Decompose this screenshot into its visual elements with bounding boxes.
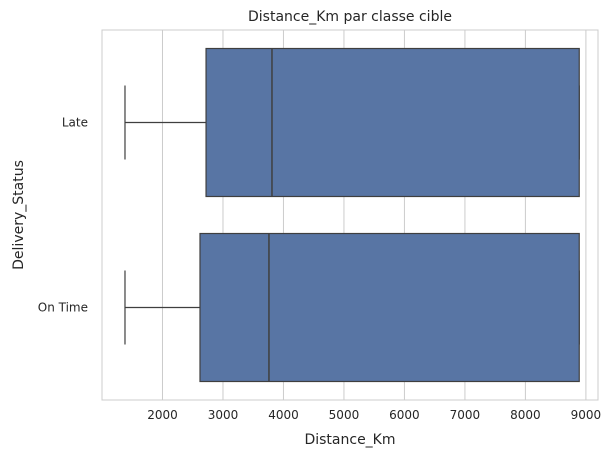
- x-tick-label: 3000: [208, 408, 239, 422]
- x-tick-label: 9000: [571, 408, 602, 422]
- x-tick-label: 4000: [268, 408, 299, 422]
- x-tick-label: 5000: [329, 408, 360, 422]
- x-tick-label: 6000: [389, 408, 420, 422]
- chart-title: Distance_Km par classe cible: [248, 9, 452, 25]
- plot-frame: [101, 29, 599, 401]
- y-axis-ticks: Late On Time: [38, 116, 88, 315]
- x-axis-ticks: 2000 3000 4000 5000 6000 7000 8000 9000: [147, 408, 601, 422]
- y-tick-label: On Time: [38, 301, 88, 315]
- x-tick-label: 7000: [450, 408, 481, 422]
- x-axis-label: Distance_Km: [304, 432, 395, 448]
- box-group-on-time: [124, 232, 580, 383]
- y-tick-label: Late: [62, 116, 88, 130]
- x-tick-label: 2000: [147, 408, 178, 422]
- box-series: [124, 47, 580, 383]
- box-iqr: [199, 232, 580, 383]
- x-tick-label: 8000: [510, 408, 541, 422]
- box-group-late: [124, 47, 580, 198]
- y-axis-label: Delivery_Status: [11, 160, 27, 270]
- box-iqr: [205, 47, 580, 198]
